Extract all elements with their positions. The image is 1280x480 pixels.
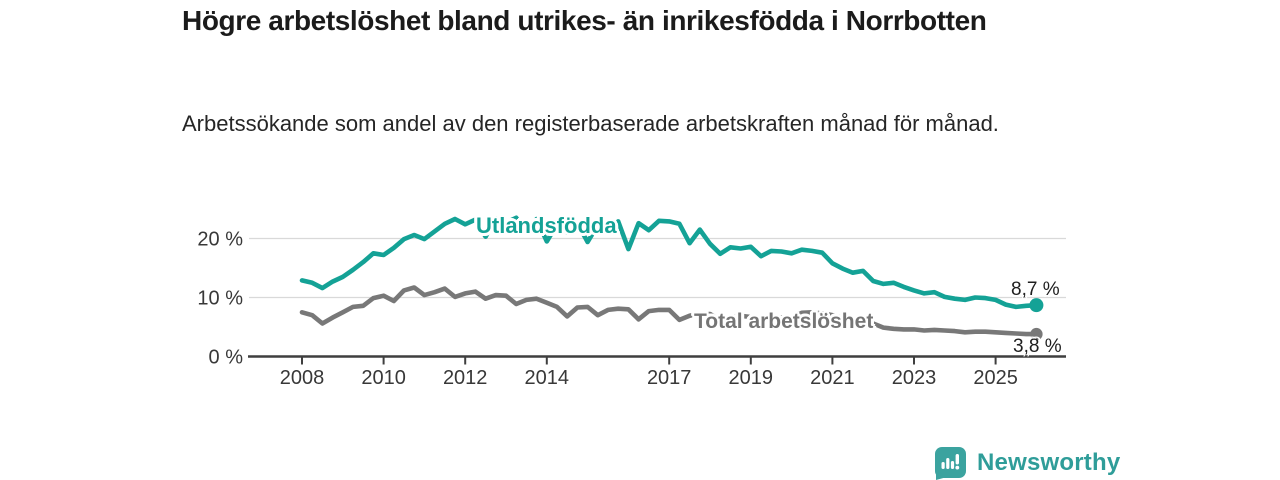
x-tick-label: 2025 — [973, 367, 1018, 389]
page-title: Högre arbetslöshet bland utrikes- än inr… — [182, 5, 987, 36]
x-tick-label: 2023 — [892, 367, 937, 389]
y-tick-label: 20 % — [197, 229, 243, 251]
series-label-total-arbetsloshet: Total arbetslöshet — [694, 310, 874, 333]
series-end-dot-total-arbetsloshet — [1030, 327, 1043, 341]
y-tick-label: 0 % — [209, 347, 244, 369]
end-value-utlandsfodda: 8,7 % — [1011, 279, 1060, 300]
x-tick-label: 2014 — [525, 367, 570, 389]
series-line-total-arbetsloshet — [299, 285, 1039, 337]
x-tick-label: 2019 — [729, 367, 774, 389]
series-line-utlandsfodda — [299, 215, 1039, 310]
x-tick-label: 2012 — [443, 367, 488, 389]
newsworthy-logo-icon — [935, 447, 966, 480]
x-tick-label: 2017 — [647, 367, 692, 389]
x-tick-label: 2010 — [361, 367, 406, 389]
newsworthy-wordmark: Newsworthy — [977, 449, 1121, 476]
chart-subtitle: Arbetssökande som andel av den registerb… — [182, 111, 999, 136]
series-end-dot-utlandsfodda — [1029, 298, 1044, 313]
end-value-total-arbetsloshet: 3,8 % — [1013, 336, 1062, 357]
x-tick-label: 2008 — [280, 367, 325, 389]
y-tick-label: 10 % — [197, 288, 243, 310]
x-tick-label: 2021 — [810, 367, 855, 389]
newsworthy-logo: Newsworthy — [934, 446, 1120, 480]
series-label-utlandsfodda: Utlandsfödda — [476, 213, 617, 238]
